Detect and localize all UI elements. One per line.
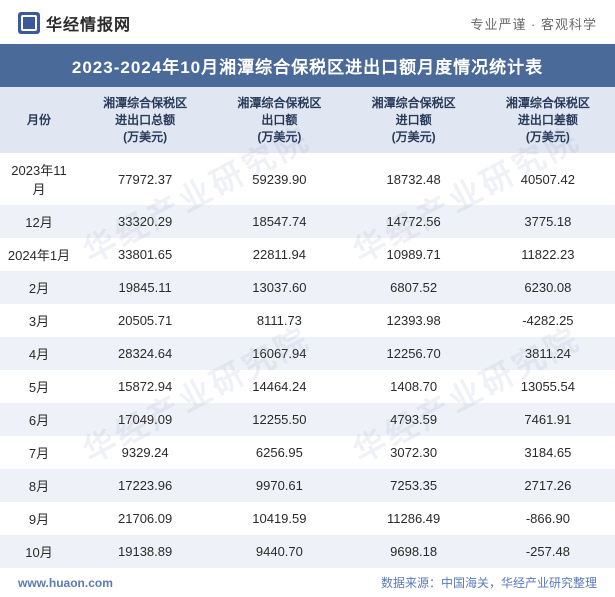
cell: 13055.54	[481, 370, 615, 403]
cell: 33801.65	[78, 238, 212, 271]
cell: 6月	[0, 403, 78, 436]
table-body: 2023年11月77972.3759239.9018732.4840507.42…	[0, 153, 615, 568]
cell: 5月	[0, 370, 78, 403]
cell: 11286.49	[347, 502, 481, 535]
cell: 10月	[0, 535, 78, 568]
cell: -257.48	[481, 535, 615, 568]
cell: 9329.24	[78, 436, 212, 469]
table-row: 8月17223.969970.617253.352717.26	[0, 469, 615, 502]
cell: 2024年1月	[0, 238, 78, 271]
cell: 8月	[0, 469, 78, 502]
col-header-4: 湘潭综合保税区进出口差额(万美元)	[481, 87, 615, 153]
col-header-3: 湘潭综合保税区进口额(万美元)	[347, 87, 481, 153]
footer-url: www.huaon.com	[18, 576, 113, 590]
table-row: 10月19138.899440.709698.18-257.48	[0, 535, 615, 568]
table-row: 12月33320.2918547.7414772.563775.18	[0, 205, 615, 238]
cell: 77972.37	[78, 153, 212, 205]
cell: 9970.61	[212, 469, 346, 502]
slogan: 专业严谨 · 客观科学	[470, 14, 597, 33]
cell: 2月	[0, 271, 78, 304]
cell: 16067.94	[212, 337, 346, 370]
table-row: 7月9329.246256.953072.303184.65	[0, 436, 615, 469]
cell: 7月	[0, 436, 78, 469]
header-row: 月份湘潭综合保税区进出口总额(万美元)湘潭综合保税区出口额(万美元)湘潭综合保税…	[0, 87, 615, 153]
col-header-0: 月份	[0, 87, 78, 153]
cell: 10989.71	[347, 238, 481, 271]
cell: 6256.95	[212, 436, 346, 469]
table-row: 3月20505.718111.7312393.98-4282.25	[0, 304, 615, 337]
cell: 6230.08	[481, 271, 615, 304]
data-table: 月份湘潭综合保税区进出口总额(万美元)湘潭综合保税区出口额(万美元)湘潭综合保税…	[0, 87, 615, 568]
cell: 19138.89	[78, 535, 212, 568]
cell: 22811.94	[212, 238, 346, 271]
cell: 14464.24	[212, 370, 346, 403]
cell: 20505.71	[78, 304, 212, 337]
cell: 3月	[0, 304, 78, 337]
cell: 7253.35	[347, 469, 481, 502]
cell: 3775.18	[481, 205, 615, 238]
logo-icon	[18, 12, 40, 34]
table-wrap: 月份湘潭综合保税区进出口总额(万美元)湘潭综合保税区出口额(万美元)湘潭综合保税…	[0, 87, 615, 568]
cell: 9月	[0, 502, 78, 535]
cell: 18732.48	[347, 153, 481, 205]
cell: 6807.52	[347, 271, 481, 304]
table-row: 2024年1月33801.6522811.9410989.7111822.23	[0, 238, 615, 271]
cell: 3184.65	[481, 436, 615, 469]
cell: -4282.25	[481, 304, 615, 337]
table-row: 9月21706.0910419.5911286.49-866.90	[0, 502, 615, 535]
col-header-1: 湘潭综合保税区进出口总额(万美元)	[78, 87, 212, 153]
cell: 8111.73	[212, 304, 346, 337]
cell: 12255.50	[212, 403, 346, 436]
cell: 4793.59	[347, 403, 481, 436]
cell: 12256.70	[347, 337, 481, 370]
table-row: 6月17049.0912255.504793.597461.91	[0, 403, 615, 436]
cell: 21706.09	[78, 502, 212, 535]
cell: 9440.70	[212, 535, 346, 568]
table-row: 5月15872.9414464.241408.7013055.54	[0, 370, 615, 403]
cell: 12393.98	[347, 304, 481, 337]
cell: 9698.18	[347, 535, 481, 568]
cell: 2023年11月	[0, 153, 78, 205]
cell: 14772.56	[347, 205, 481, 238]
cell: 28324.64	[78, 337, 212, 370]
logo-text: 华经情报网	[46, 11, 131, 35]
footer-bar: www.huaon.com 数据来源：中国海关，华经产业研究整理	[0, 568, 615, 597]
cell: 13037.60	[212, 271, 346, 304]
cell: 1408.70	[347, 370, 481, 403]
header-bar: 华经情报网 专业严谨 · 客观科学	[0, 0, 615, 44]
logo-block: 华经情报网	[18, 11, 131, 35]
cell: 18547.74	[212, 205, 346, 238]
table-title: 2023-2024年10月湘潭综合保税区进出口额月度情况统计表	[0, 44, 615, 87]
col-header-2: 湘潭综合保税区出口额(万美元)	[212, 87, 346, 153]
cell: 15872.94	[78, 370, 212, 403]
cell: 3811.24	[481, 337, 615, 370]
cell: 33320.29	[78, 205, 212, 238]
cell: -866.90	[481, 502, 615, 535]
cell: 2717.26	[481, 469, 615, 502]
cell: 17049.09	[78, 403, 212, 436]
cell: 12月	[0, 205, 78, 238]
cell: 40507.42	[481, 153, 615, 205]
footer-source: 数据来源：中国海关，华经产业研究整理	[381, 574, 597, 591]
table-head: 月份湘潭综合保税区进出口总额(万美元)湘潭综合保税区出口额(万美元)湘潭综合保税…	[0, 87, 615, 153]
table-row: 4月28324.6416067.9412256.703811.24	[0, 337, 615, 370]
cell: 11822.23	[481, 238, 615, 271]
cell: 17223.96	[78, 469, 212, 502]
cell: 7461.91	[481, 403, 615, 436]
cell: 3072.30	[347, 436, 481, 469]
cell: 10419.59	[212, 502, 346, 535]
cell: 59239.90	[212, 153, 346, 205]
table-row: 2023年11月77972.3759239.9018732.4840507.42	[0, 153, 615, 205]
table-row: 2月19845.1113037.606807.526230.08	[0, 271, 615, 304]
cell: 19845.11	[78, 271, 212, 304]
cell: 4月	[0, 337, 78, 370]
